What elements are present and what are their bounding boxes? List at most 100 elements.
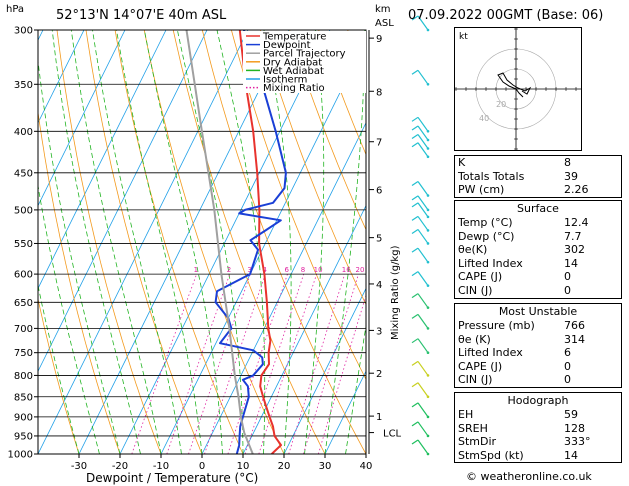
hodograph-param-value: 128 xyxy=(564,421,585,435)
hodograph-param-label: StmDir xyxy=(458,435,497,449)
legend-label: Isotherm xyxy=(263,75,307,86)
surface-title: Surface xyxy=(517,202,559,215)
pressure-tick-label: 550 xyxy=(14,239,33,250)
isotherm-line xyxy=(283,287,366,454)
mixing-ratio-line xyxy=(303,273,359,454)
mixing-ratio-line xyxy=(244,273,305,454)
wind-barb-flag xyxy=(411,15,419,21)
wind-barb-flag xyxy=(411,195,419,201)
surface-panel: Surface Temp (°C) 12.4 Dewp (°C) 7.7 θe(K) 30… xyxy=(454,200,622,299)
surface-row: θe(K) 302 xyxy=(455,243,621,257)
wind-barb xyxy=(417,361,429,376)
wind-barb-flag xyxy=(411,202,419,208)
hodograph-param-value: 59 xyxy=(564,408,578,421)
mixing-ratio-label: 1 xyxy=(194,266,198,274)
surface-row: CIN (J) 0 xyxy=(455,284,621,298)
most-unstable-value: 766 xyxy=(564,319,585,332)
dry-adiabat-line xyxy=(318,30,366,156)
datetime-label: 07.09.2022 00GMT (Base: 06) xyxy=(408,8,604,23)
most-unstable-label: θe (K) xyxy=(458,332,491,346)
km-unit-label: km xyxy=(375,4,391,15)
hodograph-param-label: SREH xyxy=(458,421,488,435)
wind-barb-flag xyxy=(411,313,419,319)
index-k-value: 8 xyxy=(564,156,571,169)
wind-barb xyxy=(417,402,429,418)
surface-label: Lifted Index xyxy=(458,256,523,270)
isotherm-line xyxy=(38,30,208,373)
hodograph-param-row: SREH 128 xyxy=(455,422,621,436)
most-unstable-label: CIN (J) xyxy=(458,373,493,387)
wind-barb xyxy=(417,216,429,231)
most-unstable-row: CIN (J) 0 xyxy=(455,373,621,387)
wind-barb xyxy=(417,421,429,437)
wet-adiabat-line xyxy=(324,30,366,454)
hodograph-ring-label: 40 xyxy=(479,114,489,123)
wind-barb-dot xyxy=(426,260,430,264)
mixing-ratio-label: 16 xyxy=(342,266,351,274)
temperature-tick-label: 10 xyxy=(237,461,250,472)
wind-barb-dot xyxy=(426,82,430,86)
temperature-tick-label: 40 xyxy=(360,461,373,472)
surface-label: Temp (°C) xyxy=(458,216,513,229)
most-unstable-label: CAPE (J) xyxy=(458,359,503,373)
pressure-tick-label: 950 xyxy=(14,431,33,442)
isotherm-line xyxy=(242,204,366,454)
wind-barb xyxy=(417,181,429,196)
wind-barb-flag xyxy=(411,215,419,221)
wind-barb-dot xyxy=(426,434,430,438)
most-unstable-value: 6 xyxy=(564,346,571,360)
hodograph-param-label: EH xyxy=(458,408,474,421)
wind-barb xyxy=(417,382,429,398)
legend-label: Parcel Trajectory xyxy=(263,49,346,60)
height-tick-label: 2 xyxy=(376,369,382,380)
surface-value: 12.4 xyxy=(564,216,589,229)
wind-barb-flag xyxy=(411,271,419,277)
legend-label: Dewpoint xyxy=(263,40,311,51)
hodograph-storm-motion xyxy=(515,88,524,98)
wind-barb-flag xyxy=(411,125,419,131)
wind-barb-dot xyxy=(426,155,430,159)
hodograph-param-row: StmDir 333° xyxy=(455,435,621,449)
wind-barb-dot xyxy=(426,194,430,197)
height-tick-label: 4 xyxy=(376,280,382,291)
index-pw-label: PW (cm) xyxy=(458,183,505,197)
pressure-tick-label: 1000 xyxy=(8,450,33,461)
surface-label: θe(K) xyxy=(458,243,488,257)
wind-barb-dot xyxy=(426,415,430,419)
wind-barb-flag xyxy=(411,69,419,75)
surface-value: 14 xyxy=(564,256,578,270)
height-tick-label: LCL xyxy=(383,429,402,440)
wet-adiabat-line xyxy=(345,323,366,454)
background-lines: 1 2 3 4 6 8 10 16 20 25 xyxy=(38,30,379,454)
height-tick-label: 3 xyxy=(376,326,382,337)
credit-text: © weatheronline.co.uk xyxy=(466,470,592,483)
most-unstable-row: Lifted Index 6 xyxy=(455,346,621,360)
pressure-tick-label: 850 xyxy=(14,392,33,403)
pressure-tick-label: 800 xyxy=(14,371,33,382)
hodograph-param-label: StmSpd (kt) xyxy=(458,448,524,462)
surface-value: 302 xyxy=(564,243,585,257)
mixing-ratio-label: 25 xyxy=(370,266,379,274)
most-unstable-value: 314 xyxy=(564,332,585,346)
wind-barbs xyxy=(411,15,430,456)
wind-barb xyxy=(417,439,429,455)
axes: 3003504004505005506006507007508008509009… xyxy=(8,26,402,473)
wind-barb xyxy=(417,202,429,218)
most-unstable-row: Pressure (mb) 766 xyxy=(455,319,621,333)
temperature-tick-label: 20 xyxy=(278,461,291,472)
pressure-tick-label: 900 xyxy=(14,412,33,423)
most-unstable-value: 0 xyxy=(564,359,571,373)
hodograph-params-title: Hodograph xyxy=(507,394,569,407)
surface-label: Dewp (°C) xyxy=(458,229,515,243)
surface-row: CAPE (J) 0 xyxy=(455,270,621,284)
wind-barb xyxy=(417,116,429,132)
wind-barb xyxy=(417,125,429,141)
wind-barb-flag xyxy=(411,402,419,408)
wet-adiabat-line xyxy=(92,30,182,454)
index-pw-value: 2.26 xyxy=(564,183,589,197)
wet-adiabat-line xyxy=(116,30,203,454)
wind-barb-flag xyxy=(411,116,419,122)
isotherm-line xyxy=(38,30,126,207)
